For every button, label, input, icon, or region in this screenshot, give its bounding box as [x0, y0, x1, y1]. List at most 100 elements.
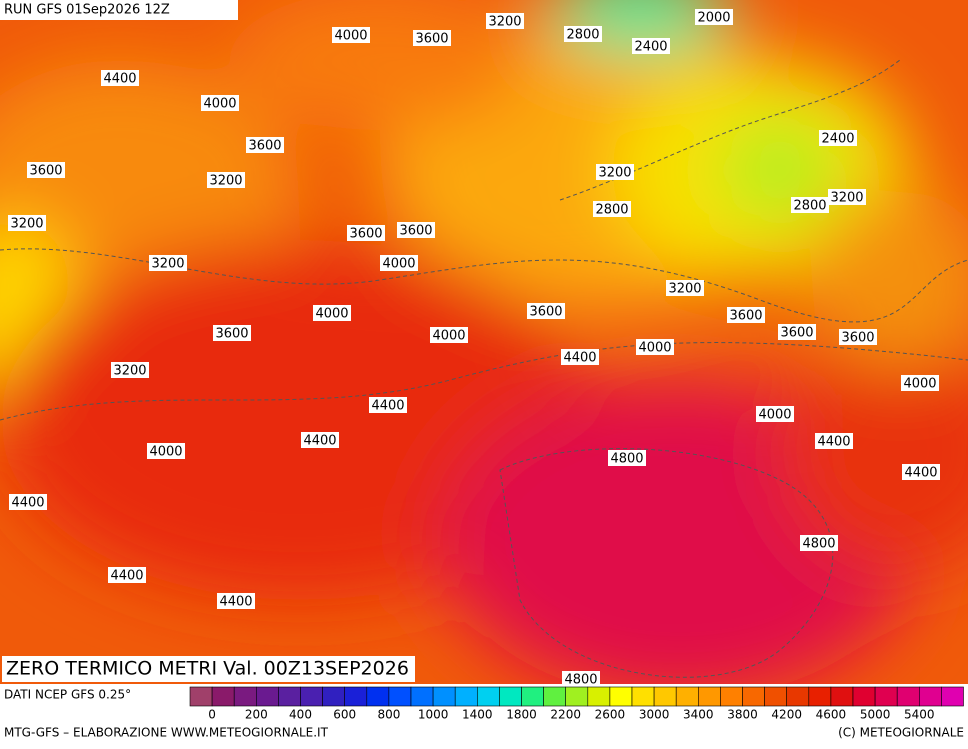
- contour-label-box: [347, 225, 385, 241]
- contour-label: 4400: [371, 399, 404, 414]
- contour-label-box: [413, 30, 451, 46]
- contour-label: 2000: [697, 11, 730, 26]
- copyright-note: (C) METEOGIORNALE: [838, 726, 964, 740]
- contour-label: 4000: [334, 29, 367, 44]
- colorbar-label: 800: [377, 708, 400, 722]
- colorbar-label: 1800: [506, 708, 537, 722]
- colorbar-swatch: [278, 686, 301, 707]
- contour-label: 3200: [598, 166, 631, 181]
- colorbar-swatch: [300, 686, 323, 707]
- contour-label: 3200: [151, 257, 184, 272]
- colorbar-label: 4200: [771, 708, 802, 722]
- colorbar-swatch: [697, 686, 721, 707]
- colorbar-swatch: [322, 686, 346, 707]
- contour-label-box: [828, 189, 866, 205]
- credit-note: MTG-GFS – ELABORAZIONE WWW.METEOGIORNALE…: [4, 726, 329, 740]
- contour-label: 3600: [529, 305, 562, 320]
- colorbar-label: 5400: [904, 708, 935, 722]
- contour-label: 4000: [203, 97, 236, 112]
- contour-label: 4800: [610, 452, 643, 467]
- colorbar-label: 200: [245, 708, 268, 722]
- colorbar-swatch: [874, 686, 898, 707]
- contour-label: 4400: [219, 595, 252, 610]
- contour-label-box: [636, 339, 674, 355]
- contour-label: 3600: [215, 327, 248, 342]
- contour-label: 4400: [904, 466, 937, 481]
- colorbar-swatch: [609, 686, 633, 707]
- contour-label: 4000: [382, 257, 415, 272]
- contour-label-box: [791, 197, 829, 213]
- colorbar-swatch: [720, 686, 743, 707]
- contour-label-box: [561, 349, 599, 365]
- map-title: ZERO TERMICO METRI Val. 00Z13SEP2026: [6, 658, 409, 680]
- contour-label-box: [486, 13, 524, 29]
- colorbar-swatch: [410, 686, 434, 707]
- contour-label-box: [8, 215, 46, 231]
- contour-label-box: [201, 95, 239, 111]
- contour-label-box: [901, 375, 939, 391]
- colorbar-swatch: [233, 686, 257, 707]
- colorbar-label: 2200: [550, 708, 581, 722]
- contour-label-box: [101, 70, 139, 86]
- contour-label: 2800: [595, 203, 628, 218]
- contour-label: 4400: [103, 72, 136, 87]
- colorbar-swatch: [653, 686, 677, 707]
- colorbar-swatch: [521, 686, 544, 707]
- colorbar-swatch: [344, 686, 368, 707]
- contour-label: 3600: [29, 164, 62, 179]
- colorbar-swatch: [675, 686, 699, 707]
- colorbar-swatch: [211, 686, 235, 707]
- contour-label: 4000: [758, 408, 791, 423]
- title-box: [2, 656, 415, 682]
- contour-label-box: [815, 433, 853, 449]
- colorbar-swatch: [388, 686, 412, 707]
- colorbar-swatch: [255, 686, 279, 707]
- contour-label-box: [430, 327, 468, 343]
- contour-label: 3200: [10, 217, 43, 232]
- contour-label-box: [149, 255, 187, 271]
- colorbar-label: 1400: [462, 708, 493, 722]
- colorbar-label: 0: [208, 708, 216, 722]
- colorbar-swatch: [896, 686, 920, 707]
- contour-label: 4400: [110, 569, 143, 584]
- colorbar-swatch: [808, 686, 832, 707]
- colorbar-swatch: [786, 686, 810, 707]
- contour-label: 3600: [729, 309, 762, 324]
- contour-label: 4400: [817, 435, 850, 450]
- colorbar-swatch: [587, 686, 611, 707]
- colorbar-label: 4600: [816, 708, 847, 722]
- contour-label-box: [562, 671, 600, 684]
- contour-label-box: [727, 307, 765, 323]
- contour-label: 3600: [399, 224, 432, 239]
- contour-label-box: [332, 27, 370, 43]
- contour-label-box: [632, 38, 670, 54]
- colorbar-swatch: [366, 686, 390, 707]
- contour-label-box: [596, 164, 634, 180]
- contour-label: 2800: [566, 28, 599, 43]
- colorbar-swatch: [918, 686, 942, 707]
- contour-label: 4000: [149, 445, 182, 460]
- contour-label-box: [819, 130, 857, 146]
- contour-label: 4000: [903, 377, 936, 392]
- contour-label-box: [380, 255, 418, 271]
- contour-label-box: [666, 280, 704, 296]
- contour-label-box: [217, 593, 255, 609]
- contour-label-box: [778, 324, 816, 340]
- contour-label-box: [207, 172, 245, 188]
- contour-label: 2400: [634, 40, 667, 55]
- colorbar-swatch: [742, 686, 765, 707]
- colorbar-label: 400: [289, 708, 312, 722]
- colorbar-swatch: [499, 686, 522, 707]
- contour-label-box: [9, 494, 47, 510]
- contour-label-box: [593, 201, 631, 217]
- contour-label-box: [800, 535, 838, 551]
- contour-label-box: [301, 432, 339, 448]
- run-box: [0, 0, 238, 20]
- colorbar-label: 3000: [639, 708, 670, 722]
- contour-label-box: [839, 329, 877, 345]
- contour-label: 3600: [415, 32, 448, 47]
- colorbar-label: 3400: [683, 708, 714, 722]
- contour-label-box: [147, 443, 185, 459]
- source-note: DATI NCEP GFS 0.25°: [4, 688, 131, 702]
